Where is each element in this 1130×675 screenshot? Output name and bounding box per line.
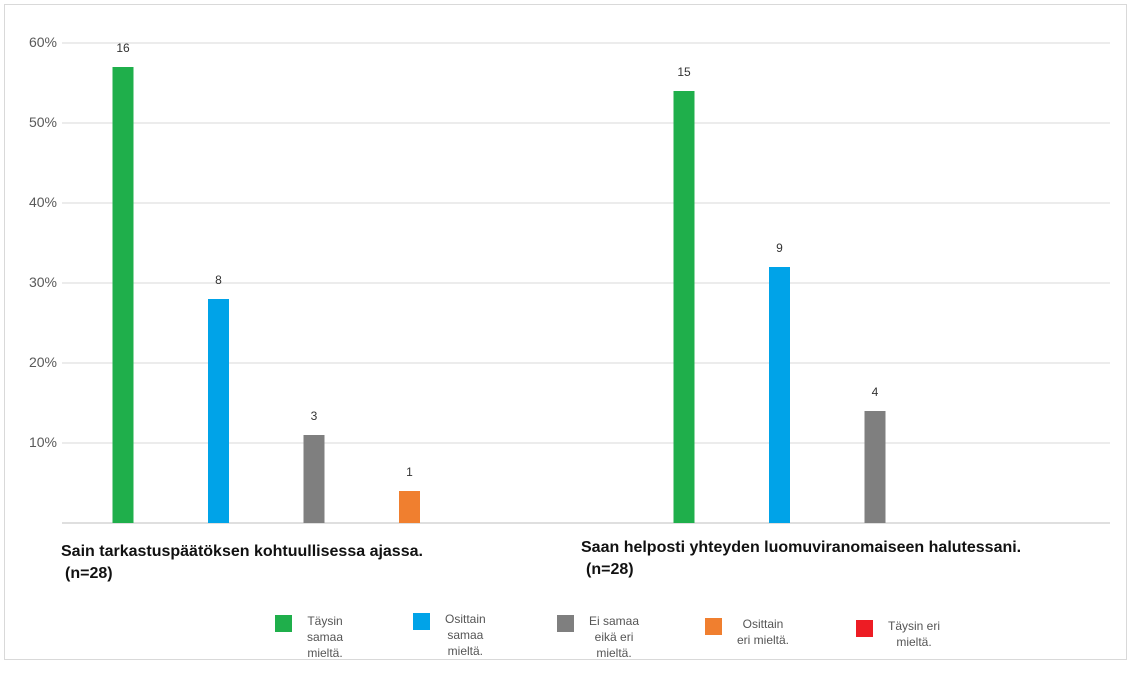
bar-value-labels: 16 15 8 9 3 4 1 [116, 41, 878, 479]
category-note-2: (n=28) [586, 561, 634, 578]
bar-value-label: 9 [776, 241, 783, 255]
category-title-1: Sain tarkastuspäätöksen kohtuullisessa a… [61, 543, 423, 560]
category-note-1: (n=28) [65, 565, 113, 582]
category-label-2: Saan helposti yhteyden luomuviranomaisee… [581, 537, 1021, 581]
legend-item-3: Ei samaa eikä eri mieltä. [557, 613, 639, 661]
legend-swatch-3 [557, 615, 574, 632]
bar [303, 435, 325, 523]
bar [864, 411, 886, 523]
legend-item-2: Osittain samaa mieltä. [413, 611, 486, 659]
legend-item-5: Täysin eri mieltä. [856, 618, 940, 650]
bar-value-label: 4 [872, 385, 879, 399]
category-label-1: Sain tarkastuspäätöksen kohtuullisessa a… [61, 541, 423, 585]
legend-label-4: Osittain eri mieltä. [737, 617, 790, 647]
bar-value-label: 1 [406, 465, 413, 479]
bar [208, 299, 229, 523]
legend-item-1: Täysin samaa mieltä. [275, 613, 343, 661]
legend-swatch-2 [413, 613, 430, 630]
legend-label-5: Täysin eri mieltä. [888, 619, 941, 649]
bar-value-label: 8 [215, 273, 222, 287]
bar [769, 267, 790, 523]
bar [399, 491, 420, 523]
legend-swatch-5 [856, 620, 873, 637]
legend-label-2: Osittain samaa mieltä. [445, 612, 486, 658]
bars [112, 67, 886, 523]
legend-swatch-1 [275, 615, 292, 632]
y-tick-label: 40% [29, 194, 57, 210]
bar-value-label: 3 [311, 409, 318, 423]
legend-swatch-4 [705, 618, 722, 635]
chart-frame [4, 4, 1127, 660]
legend-item-4: Osittain eri mieltä. [705, 616, 789, 648]
y-tick-label: 30% [29, 274, 57, 290]
y-tick-label: 50% [29, 114, 57, 130]
y-tick-label: 10% [29, 434, 57, 450]
bar [673, 91, 695, 523]
bar-value-label: 16 [116, 41, 130, 55]
y-axis-ticks: 10% 20% 30% 40% 50% 60% [29, 34, 57, 450]
gridlines [62, 42, 1110, 524]
y-tick-label: 20% [29, 354, 57, 370]
category-title-2: Saan helposti yhteyden luomuviranomaisee… [581, 539, 1022, 556]
legend-label-3: Ei samaa eikä eri mieltä. [589, 614, 640, 660]
bar-value-label: 15 [677, 65, 691, 79]
bar [112, 67, 134, 523]
y-tick-label: 60% [29, 34, 57, 50]
legend-label-1: Täysin samaa mieltä. [307, 614, 344, 660]
